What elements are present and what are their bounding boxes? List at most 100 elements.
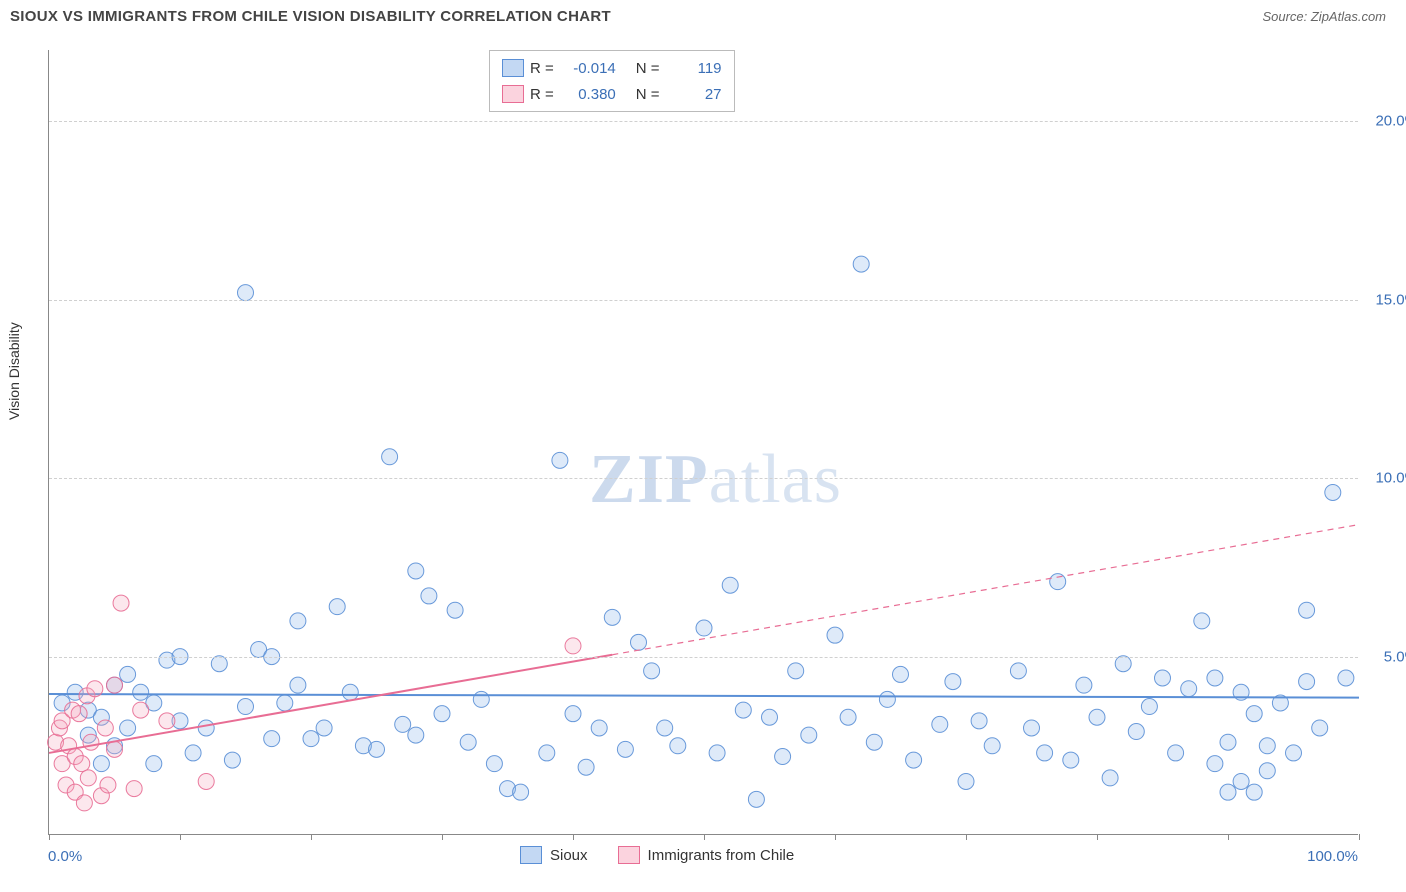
gridline [49,121,1358,122]
data-point [133,702,149,718]
x-axis-min-label: 0.0% [48,848,82,865]
x-tick-mark [1228,834,1229,840]
data-point [906,752,922,768]
data-point [76,795,92,811]
trend-line [49,694,1359,698]
data-point [552,452,568,468]
data-point [1220,784,1236,800]
x-tick-mark [1097,834,1098,840]
data-point [120,666,136,682]
data-point [277,695,293,711]
data-point [113,595,129,611]
data-point [735,702,751,718]
data-point [1168,745,1184,761]
data-point [1050,574,1066,590]
data-point [1102,770,1118,786]
series-legend: Sioux Immigrants from Chile [520,846,794,864]
data-point [762,709,778,725]
data-point [932,716,948,732]
data-point [853,256,869,272]
x-tick-mark [573,834,574,840]
chart-plot-area: ZIPatlas R =-0.014N =119R =0.380N =27 5.… [48,50,1358,835]
data-point [71,706,87,722]
data-point [1024,720,1040,736]
gridline [49,657,1358,658]
data-point [1207,756,1223,772]
data-point [788,663,804,679]
y-tick-label: 20.0% [1363,113,1406,130]
data-point [97,720,113,736]
x-tick-mark [966,834,967,840]
data-point [316,720,332,736]
data-point [1089,709,1105,725]
data-point [1259,763,1275,779]
data-point [395,716,411,732]
legend-swatch [618,846,640,864]
chart-header: SIOUX VS IMMIGRANTS FROM CHILE VISION DI… [0,0,1406,31]
data-point [1312,720,1328,736]
data-point [879,691,895,707]
data-point [290,613,306,629]
data-point [211,656,227,672]
data-point [631,634,647,650]
data-point [1141,699,1157,715]
data-point [74,756,90,772]
data-point [748,791,764,807]
data-point [617,741,633,757]
legend-item: Sioux [520,846,588,864]
legend-label: Immigrants from Chile [648,847,795,864]
data-point [1194,613,1210,629]
data-point [591,720,607,736]
data-point [382,449,398,465]
legend-swatch [520,846,542,864]
data-point [329,599,345,615]
data-point [126,781,142,797]
x-tick-mark [49,834,50,840]
data-point [486,756,502,772]
data-point [604,609,620,625]
x-tick-mark [180,834,181,840]
data-point [238,699,254,715]
data-point [657,720,673,736]
data-point [1037,745,1053,761]
data-point [984,738,1000,754]
data-point [100,777,116,793]
data-point [565,638,581,654]
data-point [1010,663,1026,679]
gridline [49,300,1358,301]
data-point [290,677,306,693]
data-point [696,620,712,636]
data-point [1286,745,1302,761]
data-point [670,738,686,754]
data-point [1233,773,1249,789]
data-point [1181,681,1197,697]
data-point [1207,670,1223,686]
y-tick-label: 5.0% [1363,648,1406,665]
data-point [107,741,123,757]
data-point [107,677,123,693]
data-point [958,773,974,789]
data-point [1076,677,1092,693]
x-tick-mark [835,834,836,840]
data-point [1155,670,1171,686]
data-point [1338,670,1354,686]
legend-item: Immigrants from Chile [618,846,795,864]
x-axis-max-label: 100.0% [1307,848,1358,865]
data-point [408,563,424,579]
data-point [827,627,843,643]
data-point [1299,674,1315,690]
gridline [49,478,1358,479]
data-point [722,577,738,593]
x-tick-mark [442,834,443,840]
x-tick-mark [1359,834,1360,840]
data-point [578,759,594,775]
data-point [866,734,882,750]
data-point [1299,602,1315,618]
y-tick-label: 10.0% [1363,470,1406,487]
data-point [408,727,424,743]
chart-source: Source: ZipAtlas.com [1262,9,1386,24]
data-point [83,734,99,750]
data-point [120,720,136,736]
y-axis-label: Vision Disability [6,322,22,420]
data-point [893,666,909,682]
